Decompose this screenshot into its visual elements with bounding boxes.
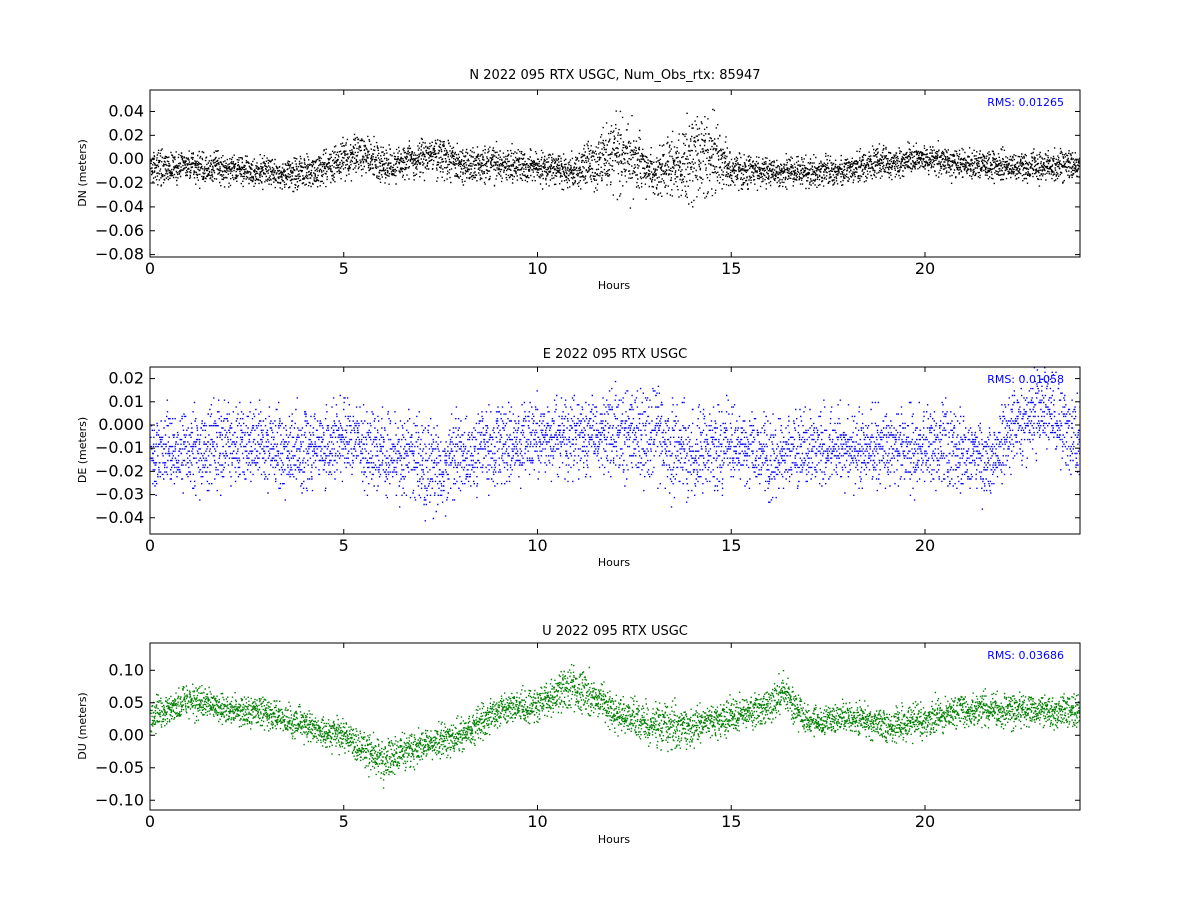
x-tick-label: 20 — [915, 259, 935, 278]
panel-u-xlabel: Hours — [598, 833, 630, 846]
panel-e: E 2022 095 RTX USGC 0 5 10 15 20 −0.04−0.03−… — [76, 347, 1081, 569]
panel-n-yticks: −0.08 −0.06 −0.04 −0.02 0.00 0.02 0.04 — [95, 101, 1080, 264]
x-tick-label: 20 — [915, 536, 935, 555]
panel-u-title: U 2022 095 RTX USGC — [542, 624, 688, 639]
panel-u: U 2022 095 RTX USGC 0 5 10 15 20 −0.10−0.050… — [76, 624, 1081, 846]
y-tick-label: −0.02 — [95, 461, 144, 480]
x-tick-label: 10 — [527, 259, 547, 278]
panel-n: N 2022 095 RTX USGC, Num_Obs_rtx: 85947 … — [76, 68, 1081, 292]
y-tick-label: 0.02 — [108, 369, 144, 388]
y-tick-label: −0.04 — [95, 197, 144, 216]
panel-n-xlabel: Hours — [598, 279, 630, 292]
panel-u-points — [150, 664, 1080, 789]
x-tick-label: 0 — [145, 812, 155, 831]
y-tick-label: −0.08 — [95, 245, 144, 264]
panel-n-xticks: 0 5 10 15 20 — [145, 90, 935, 278]
panel-e-ylabel: DE (meters) — [76, 417, 89, 483]
panel-e-rms-label: RMS: 0.01058 — [987, 373, 1064, 386]
y-tick-label: −0.04 — [95, 508, 144, 527]
x-tick-label: 10 — [527, 812, 547, 831]
x-tick-label: 5 — [339, 536, 349, 555]
panel-e-yticks: −0.04 −0.03 −0.02 −0.01 0.000 0.01 0.02 — [95, 369, 1080, 527]
y-tick-label: −0.05 — [95, 758, 144, 777]
y-tick-label: 0.00 — [108, 149, 144, 168]
x-tick-label: 5 — [339, 812, 349, 831]
x-tick-label: 0 — [145, 259, 155, 278]
panel-n-ylabel: DN (meters) — [76, 139, 89, 207]
y-tick-label: 0.00 — [108, 725, 144, 744]
panel-e-title: E 2022 095 RTX USGC — [543, 347, 688, 362]
panel-u-yticks: −0.10 −0.05 0.00 0.05 0.10 — [95, 660, 1080, 809]
y-tick-label: 0.02 — [108, 125, 144, 144]
panel-u-ylabel: DU (meters) — [76, 692, 89, 759]
x-tick-label: 20 — [915, 812, 935, 831]
y-tick-label: 0.01 — [108, 392, 144, 411]
x-tick-label: 15 — [721, 812, 741, 831]
panel-u-frame — [149, 642, 1081, 811]
y-tick-label: −0.03 — [95, 485, 144, 504]
x-tick-label: 0 — [145, 536, 155, 555]
x-tick-label: 10 — [527, 536, 547, 555]
x-tick-label: 5 — [339, 259, 349, 278]
panel-n-rms-label: RMS: 0.01265 — [987, 96, 1064, 109]
y-tick-label: −0.06 — [95, 221, 144, 240]
y-tick-label: −0.10 — [95, 790, 144, 809]
x-tick-label: 15 — [721, 536, 741, 555]
panel-u-rms-label: RMS: 0.03686 — [987, 649, 1064, 662]
panel-e-frame — [149, 366, 1081, 535]
scatter-points — [150, 664, 1080, 789]
panel-e-xticks: 0 5 10 15 20 — [145, 367, 935, 555]
panel-e-xlabel: Hours — [598, 556, 630, 569]
y-tick-label: 0.04 — [108, 101, 144, 120]
scatter-points — [150, 367, 1080, 522]
y-tick-label: 0.05 — [108, 693, 144, 712]
panel-n-title: N 2022 095 RTX USGC, Num_Obs_rtx: 85947 — [469, 68, 760, 83]
x-tick-label: 15 — [721, 259, 741, 278]
y-tick-label: 0.10 — [108, 660, 144, 679]
y-tick-label: 0.000 — [98, 415, 144, 434]
y-tick-label: −0.01 — [95, 438, 144, 457]
y-tick-label: −0.02 — [95, 173, 144, 192]
panel-u-xticks: 0 5 10 15 20 — [145, 643, 935, 831]
panel-n-frame — [149, 89, 1081, 258]
panel-e-points — [150, 367, 1080, 522]
